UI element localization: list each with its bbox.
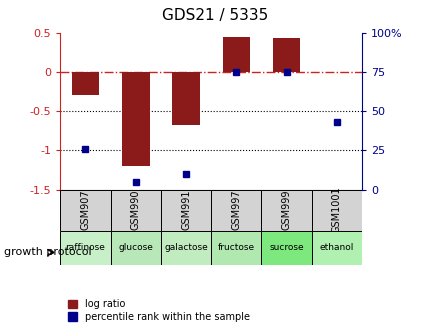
Bar [60, 190, 111, 231]
Bar [311, 231, 361, 265]
Bar [211, 190, 261, 231]
Text: GSM997: GSM997 [231, 190, 241, 231]
Text: sucrose: sucrose [269, 243, 303, 252]
Text: fructose: fructose [217, 243, 254, 252]
Text: raffinose: raffinose [65, 243, 105, 252]
Bar [272, 38, 300, 72]
Text: galactose: galactose [164, 243, 207, 252]
Bar [311, 190, 361, 231]
Bar [122, 72, 149, 166]
Text: glucose: glucose [118, 243, 153, 252]
Text: GSM907: GSM907 [80, 190, 90, 231]
Bar [211, 231, 261, 265]
Text: GSM990: GSM990 [130, 190, 141, 230]
Bar [160, 231, 211, 265]
Bar [261, 231, 311, 265]
Text: GSM1001: GSM1001 [331, 187, 341, 233]
Legend: log ratio, percentile rank within the sample: log ratio, percentile rank within the sa… [68, 299, 250, 322]
Bar [111, 231, 160, 265]
Text: GDS21 / 5335: GDS21 / 5335 [162, 8, 268, 23]
Text: ethanol: ethanol [319, 243, 353, 252]
Text: GSM999: GSM999 [281, 190, 291, 230]
Text: GSM991: GSM991 [181, 190, 190, 230]
Bar [71, 72, 99, 95]
Bar [160, 190, 211, 231]
Bar [60, 231, 111, 265]
Text: growth protocol: growth protocol [4, 248, 92, 257]
Bar [172, 72, 200, 125]
Bar [261, 190, 311, 231]
Bar [222, 37, 249, 72]
Bar [111, 190, 160, 231]
